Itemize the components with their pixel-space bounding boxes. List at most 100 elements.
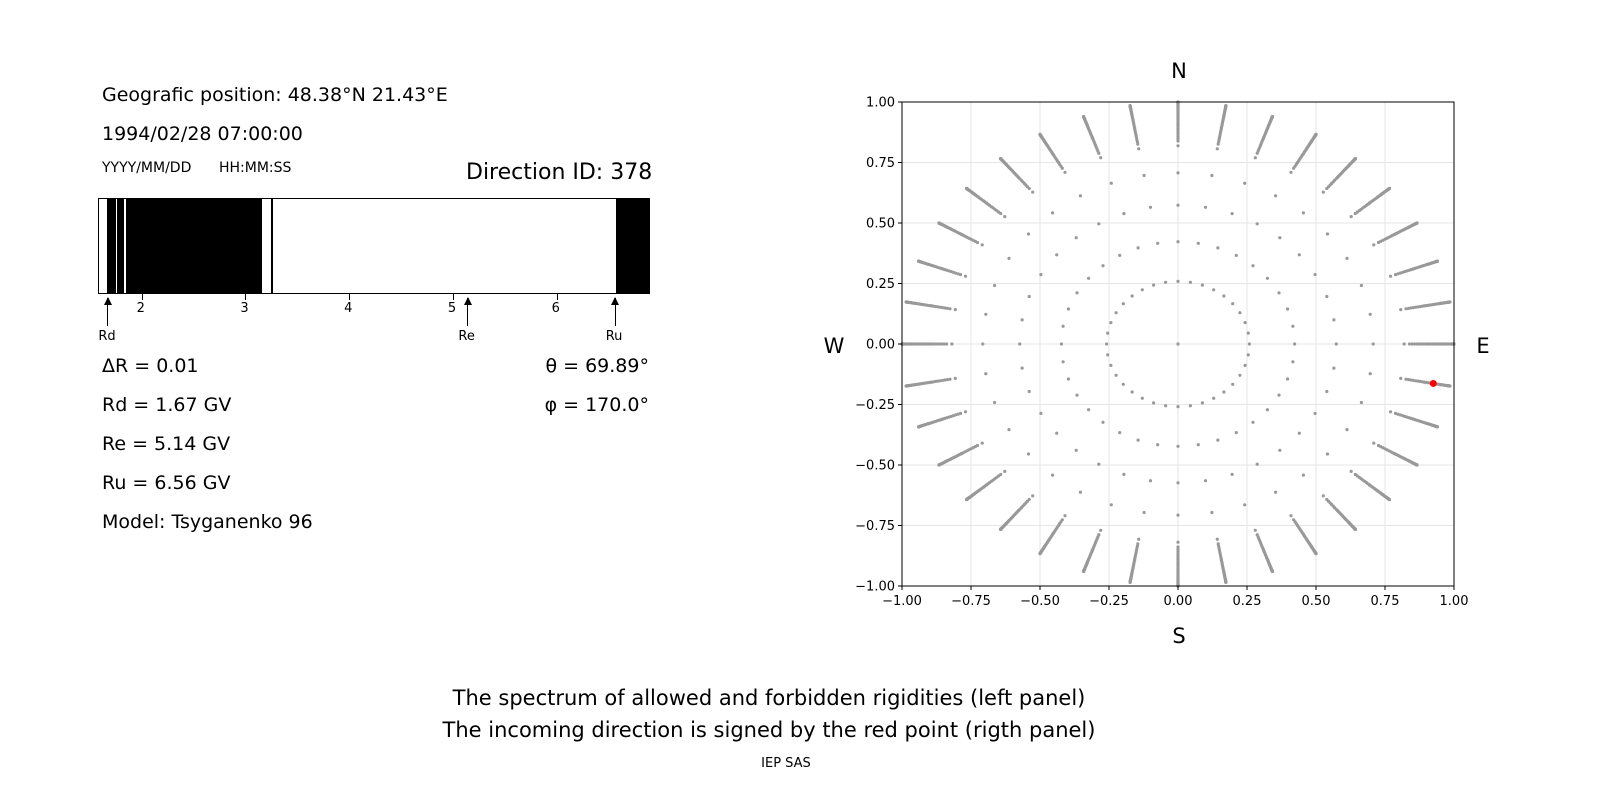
direction-point	[1410, 342, 1414, 346]
direction-point	[1055, 253, 1059, 257]
direction-point	[1277, 393, 1281, 397]
direction-point	[1231, 382, 1235, 386]
direction-point	[1140, 396, 1144, 400]
x-tick-label: −0.50	[1020, 594, 1060, 609]
direction-point	[1345, 428, 1349, 432]
time-format-hint: HH:MM:SS	[219, 160, 292, 176]
direction-point	[1121, 382, 1125, 386]
direction-point	[943, 306, 947, 310]
direction-point	[1314, 132, 1318, 136]
direction-point	[1087, 276, 1091, 280]
direction-point	[1097, 222, 1101, 226]
direction-point	[1415, 342, 1419, 346]
direction-point	[1420, 342, 1424, 346]
direction-point	[945, 378, 950, 382]
spectrum-tick-mark	[141, 294, 143, 300]
direction-point	[1325, 389, 1329, 394]
direction-point	[956, 272, 960, 276]
direction-point	[904, 384, 908, 388]
direction-point	[1321, 190, 1325, 194]
direction-point	[1176, 547, 1180, 551]
direction-point	[1142, 510, 1146, 515]
direction-point	[1097, 462, 1101, 466]
direction-point	[1230, 212, 1234, 216]
forbidden-band	[116, 199, 124, 293]
ru-value: Ru = 6.56 GV	[102, 472, 231, 494]
direction-point	[993, 400, 997, 405]
direction-point	[1176, 549, 1180, 554]
direction-point	[1238, 311, 1242, 315]
direction-point	[1152, 283, 1156, 287]
direction-point	[1027, 389, 1031, 394]
direction-point	[1099, 156, 1103, 160]
direction-point	[1136, 246, 1140, 250]
direction-point	[1164, 404, 1168, 408]
direction-point	[1349, 469, 1353, 473]
direction-point	[1176, 240, 1180, 244]
direction-point	[1404, 377, 1408, 381]
direction-point	[1007, 256, 1011, 260]
marker-arrowhead	[463, 297, 472, 305]
direction-point	[1368, 372, 1372, 376]
direction-point	[1087, 408, 1091, 412]
direction-point	[1203, 205, 1208, 209]
direction-point	[1291, 324, 1295, 328]
spectrum-tick-mark	[452, 294, 454, 300]
direction-point	[1345, 256, 1349, 260]
direction-point	[1399, 308, 1403, 312]
direction-point	[1413, 342, 1417, 346]
direction-point	[1176, 342, 1180, 346]
direction-point	[1313, 273, 1317, 277]
direction-point	[1215, 147, 1219, 151]
direction-point	[1176, 481, 1180, 485]
direction-point	[950, 342, 954, 346]
y-tick-label: 1.00	[866, 96, 895, 111]
direction-point	[1372, 441, 1376, 445]
direction-point	[999, 157, 1003, 161]
direction-point	[1289, 170, 1293, 174]
direction-point	[1277, 291, 1281, 295]
direction-point	[1274, 194, 1278, 198]
direction-point	[1230, 472, 1234, 476]
direction-point	[1027, 294, 1031, 299]
rd-value: Rd = 1.67 GV	[102, 394, 232, 416]
direction-point	[1176, 139, 1180, 143]
x-tick-label: 0.25	[1233, 594, 1262, 609]
direction-point	[1176, 144, 1180, 148]
direction-point	[1082, 569, 1086, 574]
direction-point	[1234, 431, 1238, 435]
direction-point	[1301, 211, 1305, 215]
direction-point	[1128, 104, 1132, 108]
direction-point	[1109, 503, 1113, 507]
x-tick-label: 0.50	[1302, 594, 1331, 609]
spectrum-tick-label: 6	[551, 301, 560, 316]
direction-point	[1234, 253, 1238, 257]
direction-point	[1255, 222, 1259, 226]
direction-point	[1334, 342, 1338, 346]
marker-label-rd: Rd	[98, 329, 116, 344]
forbidden-band	[125, 199, 262, 293]
geo-position: Geografic position: 48.38°N 21.43°E	[102, 84, 448, 106]
direction-point	[1176, 203, 1180, 207]
direction-point	[1121, 302, 1125, 306]
direction-point	[1222, 390, 1226, 394]
direction-point	[1396, 412, 1400, 416]
credit: IEP SAS	[761, 756, 811, 771]
direction-point	[1388, 274, 1393, 278]
direction-point	[1176, 279, 1180, 283]
direction-point	[1038, 552, 1042, 556]
direction-point	[1399, 376, 1403, 380]
direction-point	[1109, 181, 1113, 185]
direction-point	[1066, 307, 1070, 311]
direction-point	[1212, 288, 1216, 292]
direction-point	[1074, 448, 1078, 452]
direction-point	[953, 308, 957, 312]
direction-point	[1353, 527, 1357, 532]
marker-label-ru: Ru	[605, 329, 623, 344]
x-tick-label: 1.00	[1440, 594, 1469, 609]
direction-point	[1270, 569, 1274, 574]
direction-point	[1099, 528, 1103, 532]
direction-point	[1203, 479, 1208, 483]
direction-point	[1243, 363, 1247, 367]
datetime: 1994/02/28 07:00:00	[102, 123, 303, 145]
